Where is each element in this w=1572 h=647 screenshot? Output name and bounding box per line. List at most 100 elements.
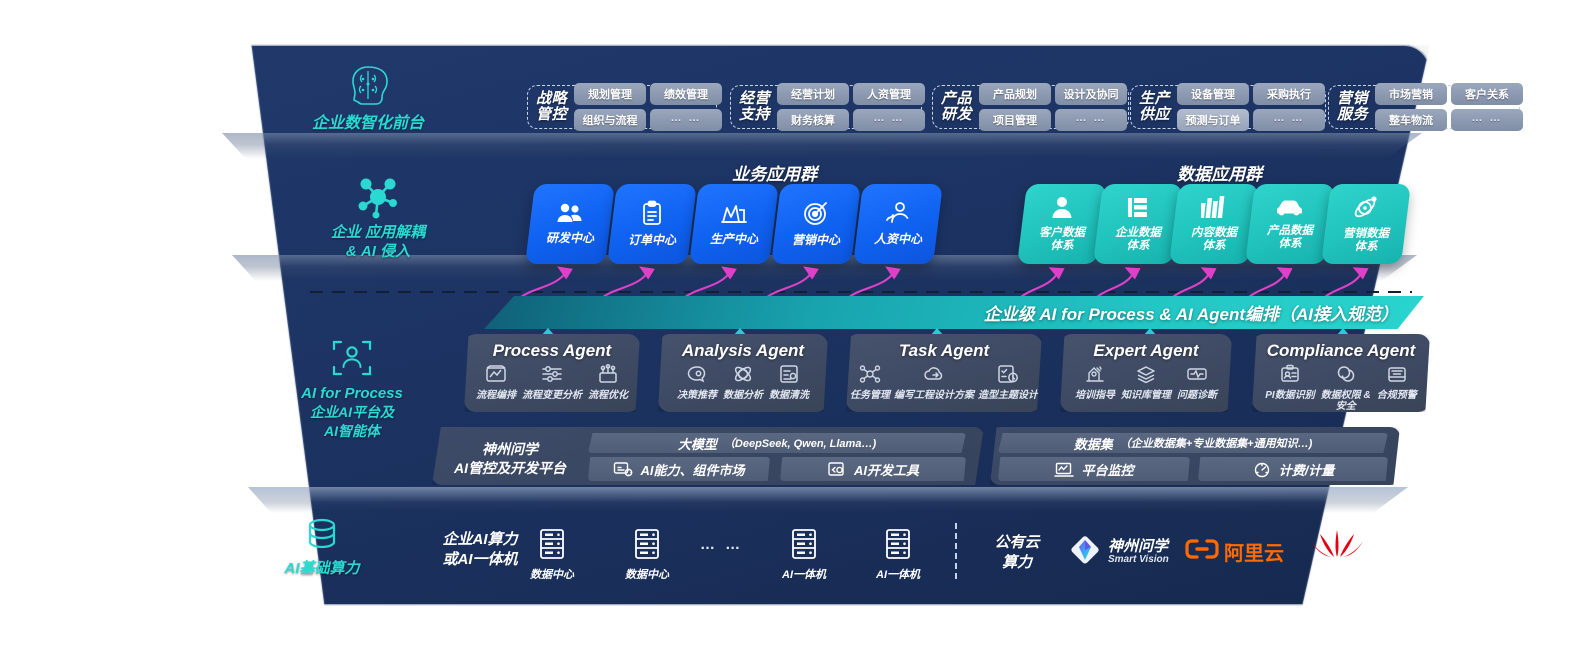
shield-overlap-icon [1335, 364, 1357, 389]
chip[interactable]: 设备管理 [1177, 83, 1250, 105]
app-card-label: 人资中心 [873, 232, 923, 247]
chip[interactable]: 产品规划 [979, 83, 1052, 105]
atom-gear-icon [732, 364, 754, 389]
cloud-gear-icon [923, 364, 945, 389]
chip[interactable]: 整车物流 [1375, 109, 1448, 131]
chip[interactable]: … … [650, 109, 723, 131]
infra-item-ai-appliance-1[interactable]: AI一体机 [782, 528, 826, 582]
factory-icon [720, 201, 748, 230]
agent-item[interactable]: 培训指导 [1075, 364, 1115, 401]
vendor-smartvision[interactable]: 神州问学 Smart Vision [1068, 533, 1169, 572]
chip[interactable]: 采购执行 [1253, 83, 1326, 105]
domain-group-operations[interactable]: 经营 支持 经营计划 人资管理 财务核算 … … [730, 83, 926, 131]
agent-item[interactable]: 流程优化 [588, 364, 628, 401]
business-group-title: 业务应用群 [732, 165, 817, 184]
platform-row-billing[interactable]: 计费/计量 [1198, 457, 1388, 481]
person-chart-icon [885, 201, 911, 230]
chip[interactable]: 人资管理 [853, 83, 926, 105]
rail-label-app-decoupling: 企业 应用解耦 & AI 侵入 [330, 224, 426, 261]
infra-enterprise-compute-label: 企业AI算力 或AI一体机 [442, 531, 518, 569]
data-group-title: 数据应用群 [1177, 165, 1262, 184]
agent-item[interactable]: 问题诊断 [1177, 364, 1217, 401]
app-card-hr-center[interactable]: 人资中心 [853, 184, 943, 264]
monitor-icon [1054, 461, 1075, 478]
infra-item-label: AI一体机 [876, 569, 920, 581]
platform-row-label: 计费/计量 [1278, 462, 1335, 478]
chip[interactable]: … … [1253, 109, 1326, 131]
domain-group-marketing-service[interactable]: 营销 服务 市场营销 客户关系 整车物流 … … [1328, 83, 1524, 131]
agent-card-analysis[interactable]: Analysis Agent 决策推荐 [658, 334, 828, 412]
agent-card-compliance[interactable]: Compliance Agent PI数据识别 [1252, 334, 1430, 412]
platform-row-monitoring[interactable]: 平台监控 [998, 457, 1190, 481]
agent-item[interactable]: 任务管理 [850, 364, 890, 401]
platform-row-label: 数据集 [1073, 436, 1113, 452]
bars-icon [1199, 195, 1227, 224]
agent-item[interactable]: 造型主题设计 [978, 364, 1038, 401]
chip[interactable]: 组织与流程 [574, 109, 647, 131]
infra-item-datacenter-1[interactable]: 数据中心 [530, 528, 574, 582]
data-card-customer[interactable]: 客户数据 体系 [1017, 184, 1107, 264]
rail-label-front-office: 企业数智化前台 [311, 115, 424, 132]
app-card-production-center[interactable]: 生产中心 [689, 184, 779, 264]
chip[interactable]: 绩效管理 [650, 83, 723, 105]
agent-card-task[interactable]: Task Agent 任务管理 [846, 334, 1042, 412]
infra-item-datacenter-2[interactable]: 数据中心 [625, 528, 669, 582]
user-icon [1050, 195, 1074, 224]
agent-item[interactable]: 流程编排 [476, 364, 516, 401]
agent-item-label: 培训指导 [1075, 390, 1115, 401]
chip[interactable]: 财务核算 [777, 109, 850, 131]
agent-item[interactable]: PI数据识别 [1265, 364, 1315, 401]
agent-item[interactable]: 知识库管理 [1121, 364, 1171, 401]
app-card-label: 营销中心 [791, 233, 841, 248]
chip[interactable]: … … [853, 109, 926, 131]
infra-item-ai-appliance-2[interactable]: AI一体机 [876, 528, 920, 582]
infra-item-label: 数据中心 [530, 569, 574, 581]
data-card-marketing[interactable]: 营销数据 体系 [1321, 184, 1411, 264]
agent-item[interactable]: 数据权限 & 安全 [1321, 364, 1371, 412]
chip[interactable]: … … [1055, 109, 1128, 131]
app-card-marketing-center[interactable]: 营销中心 [771, 184, 861, 264]
platform-row-dataset[interactable]: 数据集 （企业数据集+专业数据集+通用知识…) [998, 433, 1388, 453]
agent-item[interactable]: 数据分析 [723, 364, 763, 401]
vendor-huawei[interactable]: HUAWEI [1310, 528, 1364, 574]
platform-row-ai-capability[interactable]: AI能力、组件市场 [588, 457, 770, 481]
data-card-label: 客户数据 体系 [1039, 226, 1085, 252]
chip[interactable]: … … [1451, 109, 1524, 131]
data-card-content[interactable]: 内容数据 体系 [1169, 184, 1259, 264]
infra-public-cloud-label: 公有云 算力 [994, 534, 1040, 572]
data-card-enterprise[interactable]: 企业数据 体系 [1093, 184, 1183, 264]
domain-chips-marketing-service: 市场营销 客户关系 整车物流 … … [1375, 83, 1524, 131]
platform-row-label: AI开发工具 [853, 462, 919, 478]
platform-row-dev-tool[interactable]: AI开发工具 [780, 457, 966, 481]
platform-row-llm[interactable]: 大模型 （DeepSeek, Qwen, Llama…) [588, 433, 966, 453]
chip[interactable]: 客户关系 [1451, 83, 1524, 105]
agent-item[interactable]: 数据清洗 [769, 364, 809, 401]
agent-card-process[interactable]: Process Agent 流程编排 流程变更分析 [464, 334, 640, 412]
agent-item[interactable]: 决策推荐 [677, 364, 717, 401]
smartvision-logo [1068, 533, 1102, 572]
domain-group-production-supply[interactable]: 生产 供应 设备管理 采购执行 预测与订单 … … [1130, 83, 1326, 131]
agent-item-label: 编写工程设计方案 [894, 390, 974, 401]
agent-title: Task Agent [898, 341, 990, 360]
app-card-label: 生产中心 [709, 232, 759, 247]
vendor-aliyun[interactable]: 阿里云 [1185, 537, 1284, 566]
chip[interactable]: 预测与订单 [1177, 109, 1250, 131]
checklist-clock-icon [997, 364, 1019, 389]
domain-group-product-rnd[interactable]: 产品 研发 产品规划 设计及协同 项目管理 … … [932, 83, 1129, 131]
agent-item[interactable]: 合规预警 [1377, 364, 1417, 401]
agent-item[interactable]: 流程变更分析 [522, 364, 582, 401]
data-card-product[interactable]: 产品数据 体系 [1245, 184, 1335, 264]
chip[interactable]: 项目管理 [979, 109, 1052, 131]
gauge-icon [1252, 461, 1272, 478]
app-card-order-center[interactable]: 订单中心 [607, 184, 697, 264]
chip[interactable]: 设计及协同 [1055, 83, 1128, 105]
app-card-rnd-center[interactable]: 研发中心 [525, 184, 615, 264]
agent-item[interactable]: 编写工程设计方案 [894, 364, 974, 401]
agent-item-label: 数据分析 [723, 390, 763, 401]
chip[interactable]: 经营计划 [777, 83, 850, 105]
chip[interactable]: 市场营销 [1375, 83, 1448, 105]
domain-group-strategy[interactable]: 战略 管控 规划管理 绩效管理 组织与流程 … … [527, 83, 723, 131]
platform-row-note: （DeepSeek, Qwen, Llama…) [723, 438, 877, 450]
agent-card-expert[interactable]: Expert Agent 培训指导 知识库管理 [1060, 334, 1232, 412]
chip[interactable]: 规划管理 [574, 83, 647, 105]
